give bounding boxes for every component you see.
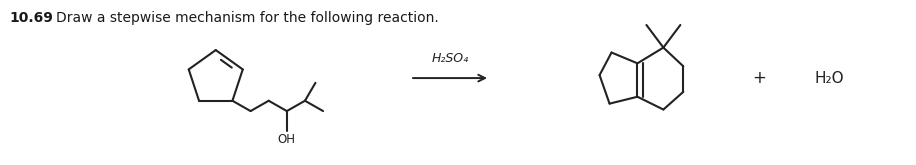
- Text: Draw a stepwise mechanism for the following reaction.: Draw a stepwise mechanism for the follow…: [56, 11, 439, 25]
- Text: +: +: [752, 69, 766, 87]
- Text: H₂SO₄: H₂SO₄: [431, 52, 469, 65]
- Text: H₂O: H₂O: [814, 71, 844, 86]
- Text: OH: OH: [278, 133, 296, 146]
- Text: 10.69: 10.69: [9, 11, 53, 25]
